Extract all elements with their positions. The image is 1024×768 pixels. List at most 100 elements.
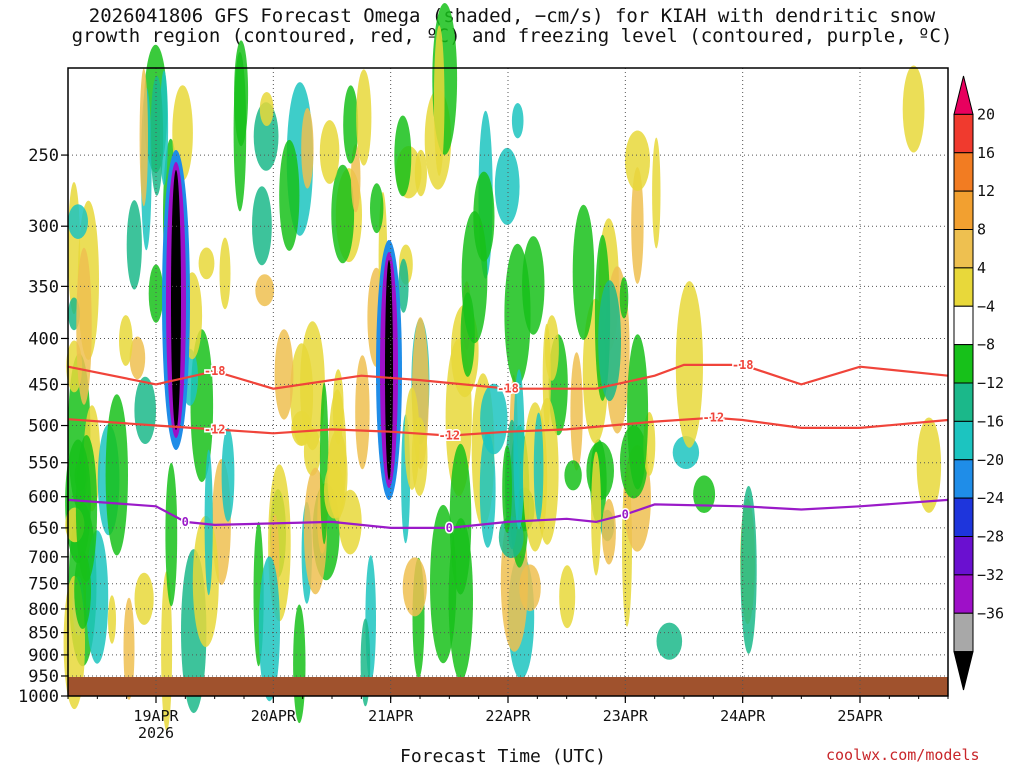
shading-patch — [513, 369, 525, 530]
y-tick-label: 550 — [28, 454, 59, 474]
shading-patch — [559, 565, 576, 629]
colorbar-swatch — [953, 651, 974, 691]
shading-patch — [494, 147, 520, 225]
colorbar-label: −16 — [977, 412, 1004, 430]
shading-patch — [625, 130, 650, 191]
shading-patch — [291, 410, 312, 446]
colorbar-label: 16 — [977, 144, 995, 162]
shading-patch — [693, 475, 716, 513]
shading-patch — [331, 164, 355, 264]
y-axis: 2503003504004505005506006507007508008509… — [18, 146, 68, 707]
shading-patch — [319, 382, 329, 545]
shading-patch — [433, 25, 445, 176]
x-tick-label: 21APR — [368, 707, 414, 725]
shading-patch — [519, 564, 541, 612]
shading-patch — [461, 211, 488, 344]
omega-shading — [63, 3, 948, 731]
colorbar-label: −32 — [977, 566, 1004, 584]
shading-patch — [572, 204, 595, 340]
colorbar-swatch — [953, 305, 974, 346]
y-tick-label: 800 — [28, 600, 59, 620]
shading-patch — [108, 595, 116, 644]
x-tick-label: 20APR — [251, 707, 297, 725]
colorbar-swatch — [953, 420, 974, 461]
shading-core — [171, 170, 181, 430]
colorbar-label: −20 — [977, 451, 1004, 469]
credit-text: coolwx.com/models — [826, 746, 980, 764]
colorbar-swatch — [953, 152, 974, 192]
shading-patch — [139, 68, 148, 207]
shading-patch — [253, 102, 279, 171]
shading-patch — [324, 463, 344, 519]
colorbar-swatch — [953, 612, 974, 653]
y-tick-label: 250 — [28, 146, 59, 166]
x-tick-label: 23APR — [603, 707, 649, 725]
shading-patch — [598, 280, 621, 402]
shading-patch — [134, 376, 156, 444]
shading-patch — [356, 69, 372, 166]
colorbar-swatch — [953, 344, 974, 384]
shading-patch — [105, 394, 128, 556]
colorbar-label: 12 — [977, 182, 995, 200]
colorbar-swatch — [953, 190, 974, 230]
shading-patch — [522, 236, 545, 335]
shading-patch — [394, 115, 412, 197]
shading-patch — [148, 264, 164, 323]
shading-patch — [134, 572, 154, 625]
colorbar-label: −24 — [977, 489, 1004, 507]
colorbar-label: −4 — [977, 297, 995, 315]
shading-patch — [480, 383, 508, 455]
surface-terrain — [68, 677, 948, 696]
y-tick-label: 850 — [28, 624, 59, 644]
shading-patch — [533, 412, 544, 522]
contour-label: -18 — [732, 358, 754, 372]
colorbar-label: −36 — [977, 604, 1004, 622]
shading-patch — [301, 108, 314, 189]
colorbar-swatch — [953, 574, 974, 614]
shading-patch — [355, 355, 370, 470]
colorbar-label: −8 — [977, 336, 995, 354]
shading-patch — [68, 204, 88, 240]
shading-patch — [76, 247, 92, 405]
contour-lines: -18 -18 -18 -12 -12 -12 0 0 0 — [67, 356, 949, 536]
shading-patch — [343, 85, 359, 164]
shading-patch — [219, 237, 231, 310]
colorbar-swatch — [953, 75, 974, 115]
shading-patch — [570, 352, 583, 471]
shading-patch — [511, 103, 524, 139]
y-tick-label: 1000 — [18, 687, 59, 707]
x-tick-label: 19APR — [133, 707, 179, 725]
shading-patch — [165, 462, 178, 607]
shading-patch — [656, 622, 683, 660]
colorbar-swatch — [953, 382, 974, 422]
y-tick-label: 650 — [28, 519, 59, 539]
colorbar: 20 16 12 8 4 −4 −8 −12 −16 −20 −24 −28 −32 −36 — [953, 75, 1004, 691]
shading-patch — [338, 489, 362, 555]
shading-patch — [601, 498, 616, 565]
contour-line — [67, 498, 949, 529]
shading-patch — [502, 445, 512, 533]
y-tick-label: 750 — [28, 575, 59, 595]
shading-patch — [75, 435, 98, 582]
shading-patch — [279, 139, 300, 251]
colorbar-swatch — [953, 536, 974, 576]
shading-patch — [902, 65, 925, 153]
contour-line — [67, 416, 949, 437]
contour-label: -12 — [702, 411, 724, 425]
contour-label: -18 — [204, 364, 226, 378]
shading-patch — [259, 92, 274, 126]
shading-patch — [274, 329, 294, 420]
shading-patch — [255, 274, 275, 307]
shading-patch — [123, 597, 135, 700]
shading-patch — [252, 186, 272, 266]
shading-patch — [221, 427, 235, 522]
x-tick-label: 24APR — [720, 707, 766, 725]
contour-line — [67, 363, 949, 390]
y-tick-label: 450 — [28, 375, 59, 395]
shading-patch — [319, 120, 340, 184]
y-tick-label: 900 — [28, 646, 59, 666]
contour-label: 0 — [622, 508, 629, 522]
contour-label: 0 — [182, 515, 189, 529]
shading-patch — [448, 518, 473, 681]
y-tick-label: 600 — [28, 488, 59, 508]
